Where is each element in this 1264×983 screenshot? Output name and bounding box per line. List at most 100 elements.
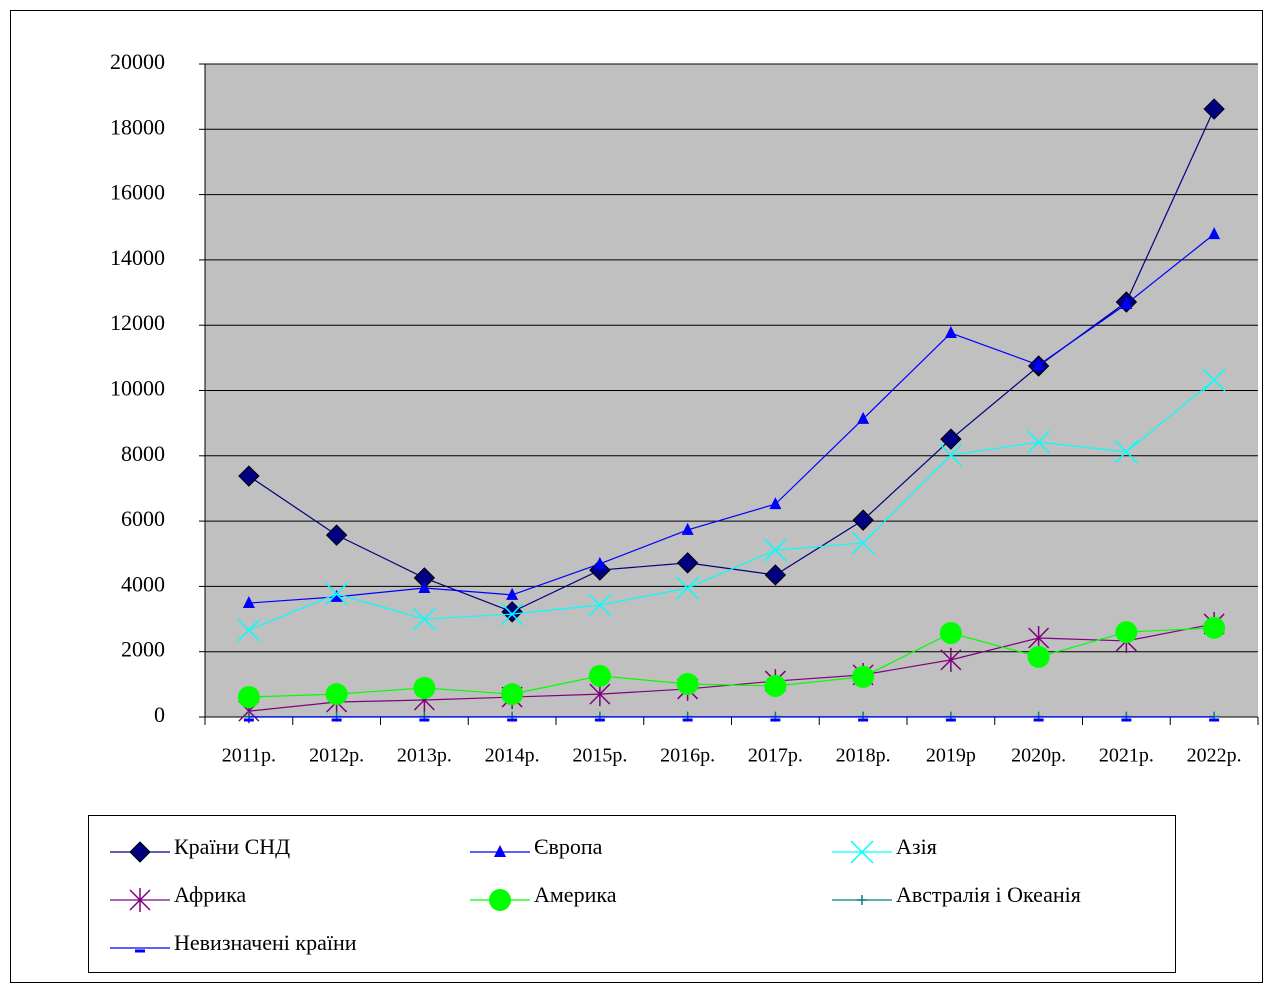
marker-part bbox=[325, 524, 348, 546]
marker-part bbox=[676, 673, 699, 696]
y-tick-label: 12000 bbox=[110, 310, 165, 335]
marker-part bbox=[325, 683, 348, 706]
marker bbox=[676, 552, 699, 574]
marker-part bbox=[588, 593, 612, 617]
marker-part bbox=[764, 564, 787, 586]
marker-part bbox=[939, 622, 962, 645]
marker-part bbox=[1114, 440, 1138, 464]
marker-part bbox=[1027, 645, 1050, 668]
marker bbox=[1027, 645, 1050, 668]
marker-part bbox=[330, 589, 343, 602]
x-tick-label: 2017р. bbox=[748, 745, 803, 767]
x-tick-label: 2020р. bbox=[1011, 745, 1066, 767]
marker bbox=[857, 411, 870, 424]
marker-part bbox=[242, 596, 255, 609]
marker-part bbox=[237, 686, 260, 709]
marker bbox=[764, 564, 787, 586]
marker-part bbox=[940, 647, 962, 672]
marker-part bbox=[238, 465, 260, 487]
marker bbox=[494, 845, 506, 857]
marker-part bbox=[852, 509, 874, 531]
x-tick-label: 2014р. bbox=[485, 745, 540, 767]
marker-part bbox=[237, 618, 261, 642]
x-tick-label: 2022р. bbox=[1187, 745, 1242, 767]
y-tick-label: 18000 bbox=[110, 114, 165, 139]
marker-part bbox=[1203, 616, 1226, 639]
series-line bbox=[248, 233, 1215, 604]
legend-label: Невизначені країни bbox=[174, 930, 357, 955]
x-tick-label: 2015р. bbox=[572, 745, 627, 767]
marker-part bbox=[129, 888, 151, 912]
y-tick-label: 16000 bbox=[110, 180, 165, 205]
marker-part bbox=[1203, 98, 1225, 120]
legend-label: Африка bbox=[174, 882, 246, 907]
marker bbox=[242, 596, 255, 609]
marker-part bbox=[940, 428, 962, 450]
marker-part bbox=[506, 587, 519, 600]
y-tick-label: 8000 bbox=[121, 441, 165, 466]
series-line bbox=[248, 379, 1215, 631]
marker-part bbox=[129, 841, 151, 863]
y-tick-label: 10000 bbox=[110, 376, 165, 401]
marker bbox=[676, 673, 699, 696]
marker bbox=[129, 888, 151, 912]
marker-part bbox=[588, 664, 611, 687]
marker-part bbox=[412, 607, 436, 631]
legend-label: Австралія і Океанія bbox=[896, 882, 1081, 907]
marker-part bbox=[857, 895, 867, 905]
marker bbox=[593, 556, 606, 569]
marker-part bbox=[489, 889, 511, 911]
y-tick-label: 4000 bbox=[121, 571, 165, 596]
marker bbox=[851, 531, 875, 555]
marker bbox=[857, 895, 867, 905]
marker bbox=[1203, 98, 1225, 120]
marker-part bbox=[593, 556, 606, 569]
x-tick-label: 2021р. bbox=[1099, 745, 1154, 767]
marker-part bbox=[501, 683, 524, 706]
marker bbox=[412, 607, 436, 631]
marker bbox=[1120, 296, 1133, 309]
y-tick-label: 2000 bbox=[121, 637, 165, 662]
x-tick-label: 2016р. bbox=[660, 745, 715, 767]
marker bbox=[1208, 227, 1221, 240]
marker-part bbox=[676, 576, 700, 600]
x-tick-label: 2018р. bbox=[836, 745, 891, 767]
marker-part bbox=[325, 582, 349, 606]
marker bbox=[850, 840, 874, 864]
legend-label: Країни СНД bbox=[174, 834, 290, 859]
marker-part bbox=[769, 497, 782, 510]
marker-part bbox=[1115, 621, 1138, 644]
y-tick-label: 6000 bbox=[121, 506, 165, 531]
marker bbox=[940, 428, 962, 450]
marker bbox=[939, 622, 962, 645]
marker bbox=[325, 582, 349, 606]
marker bbox=[237, 686, 260, 709]
marker bbox=[413, 676, 436, 699]
marker-part bbox=[418, 581, 431, 594]
marker bbox=[1202, 368, 1226, 392]
marker-part bbox=[852, 665, 875, 688]
marker bbox=[676, 576, 700, 600]
marker-part bbox=[944, 326, 957, 339]
x-tick-label: 2019р bbox=[926, 745, 976, 767]
y-tick-label: 0 bbox=[154, 702, 165, 727]
marker bbox=[1114, 440, 1138, 464]
legend-label: Європа bbox=[534, 834, 603, 859]
marker bbox=[588, 593, 612, 617]
x-tick-label: 2013р. bbox=[397, 745, 452, 767]
legend-box bbox=[88, 815, 1176, 973]
legend-label: Азія bbox=[896, 834, 937, 859]
marker bbox=[1032, 358, 1045, 371]
marker-part bbox=[1120, 296, 1133, 309]
marker-part bbox=[1208, 227, 1221, 240]
marker bbox=[940, 647, 962, 672]
marker bbox=[500, 602, 524, 626]
marker bbox=[325, 683, 348, 706]
marker-part bbox=[1032, 358, 1045, 371]
marker-part bbox=[850, 840, 874, 864]
legend-label: Америка bbox=[534, 882, 617, 907]
marker-part bbox=[857, 411, 870, 424]
marker bbox=[763, 538, 787, 562]
